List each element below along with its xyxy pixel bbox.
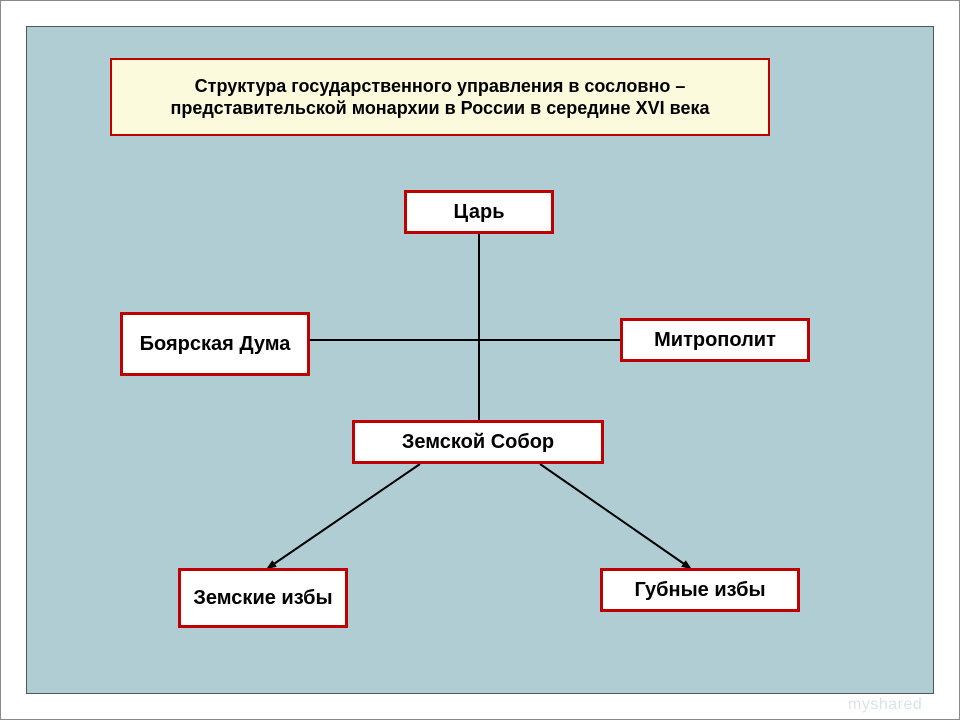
diagram-title: Структура государственного управления в …	[110, 58, 770, 136]
node-tsar: Царь	[404, 190, 554, 234]
node-zemskoy-sobor: Земской Собор	[352, 420, 604, 464]
node-gubnye-izby: Губные избы	[600, 568, 800, 612]
node-zemskie-izby: Земские избы	[178, 568, 348, 628]
watermark: myshared	[848, 696, 922, 714]
node-boyar-duma: Боярская Дума	[120, 312, 310, 376]
node-mitropolit: Митрополит	[620, 318, 810, 362]
